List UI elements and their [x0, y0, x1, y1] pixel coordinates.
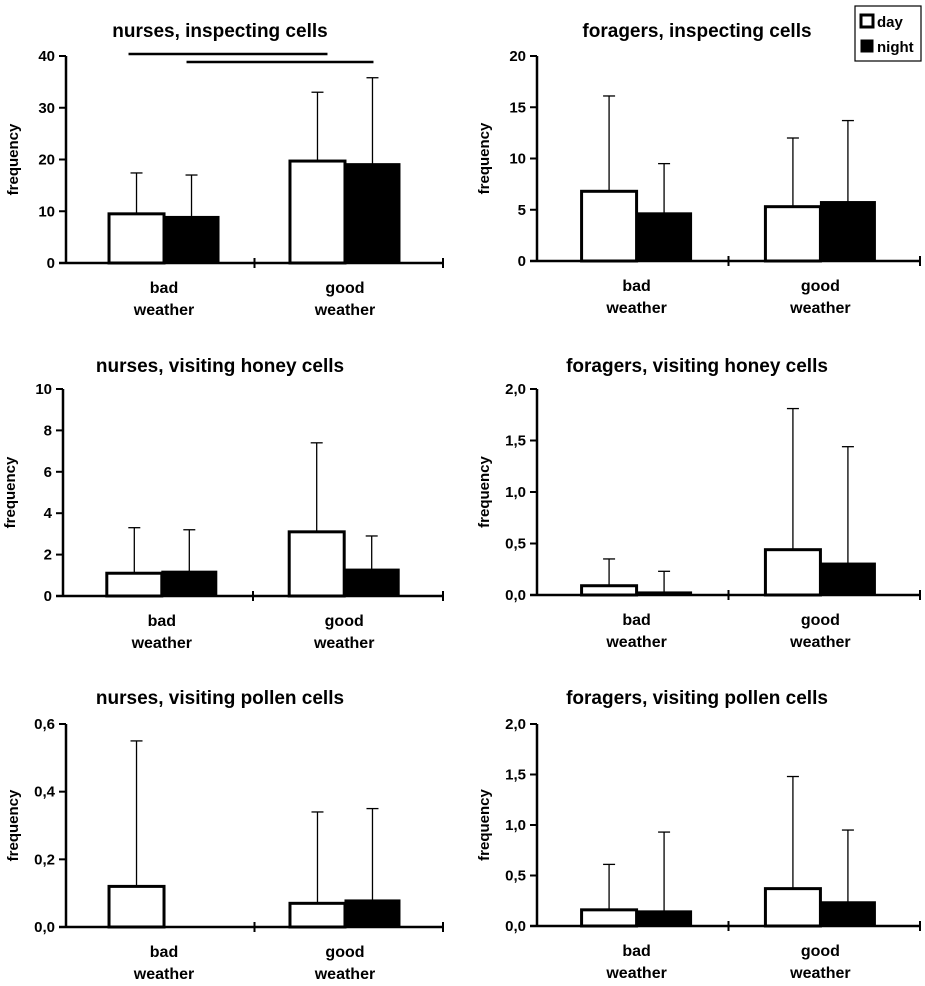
y-tick-label: 15 — [509, 99, 526, 116]
x-category-label: bad weather — [133, 944, 194, 983]
x-category-label: bad weather — [131, 613, 192, 652]
bar-day — [580, 584, 639, 597]
y-tick-label: 8 — [44, 422, 52, 439]
chart-panel: nurses, inspecting cells frequency 0 10 20 30… — [5, 21, 444, 319]
y-tick-label: 0,0 — [34, 919, 55, 936]
y-tick-label: 2,0 — [505, 716, 526, 733]
y-tick-label: 0,0 — [505, 918, 526, 935]
y-tick-label: 6 — [44, 464, 52, 481]
bar-day — [107, 884, 166, 929]
legend: day night — [854, 5, 922, 62]
y-tick-label: 0,5 — [505, 536, 526, 553]
bar-night — [161, 570, 218, 597]
chart-title: foragers, visiting honey cells — [566, 356, 828, 377]
y-tick-label: 20 — [38, 152, 55, 169]
chart-title: foragers, inspecting cells — [582, 21, 811, 42]
y-tick-label: 2,0 — [505, 381, 526, 398]
y-axis-label: frequency — [476, 122, 493, 194]
y-tick-label: 0 — [44, 588, 52, 605]
bar-day — [287, 530, 346, 598]
x-category-label: bad weather — [133, 280, 194, 319]
bar-night — [343, 568, 400, 597]
bar-day — [763, 548, 822, 597]
y-tick-label: 0,0 — [505, 587, 526, 604]
y-tick-label: 30 — [38, 100, 55, 117]
y-tick-label: 2 — [44, 547, 52, 564]
bar-day — [580, 189, 639, 263]
chart-title: foragers, visiting pollen cells — [566, 688, 828, 709]
y-tick-label: 0,2 — [34, 851, 55, 868]
bar-night — [819, 901, 876, 927]
bar-day — [580, 908, 639, 928]
x-category-label: bad weather — [605, 278, 666, 317]
y-tick-label: 5 — [518, 202, 526, 219]
bar-night — [163, 215, 220, 264]
bar-day — [288, 159, 347, 265]
y-tick-label: 0 — [518, 253, 526, 270]
bar-night — [344, 163, 401, 264]
x-category-label: bad weather — [605, 943, 666, 982]
x-category-label: good weather — [313, 613, 374, 652]
chart-panel: nurses, visiting pollen cells frequency 0,… — [5, 688, 444, 983]
bar-night — [636, 910, 693, 927]
y-tick-label: 1,5 — [505, 433, 526, 450]
y-axis-label: frequency — [2, 456, 19, 528]
y-tick-label: 0 — [47, 255, 55, 272]
legend-day-swatch — [859, 13, 875, 29]
x-category-label: good weather — [789, 943, 850, 982]
x-category-label: good weather — [314, 280, 375, 319]
chart-title: nurses, visiting honey cells — [96, 356, 344, 377]
y-tick-label: 10 — [38, 203, 55, 220]
bar-night — [636, 212, 693, 262]
y-axis-label: frequency — [5, 789, 22, 861]
bar-day — [105, 571, 164, 598]
chart-panel: foragers, visiting pollen cells frequency… — [476, 688, 921, 982]
chart-panels: nurses, inspecting cellsfrequency0102030… — [2, 21, 921, 983]
y-tick-label: 1,5 — [505, 767, 526, 784]
y-tick-label: 0,6 — [34, 716, 55, 733]
chart-panel: nurses, visiting honey cells frequency 0 2 4… — [2, 356, 444, 652]
legend-night-swatch — [860, 39, 874, 53]
legend-night-label: night — [877, 39, 914, 56]
y-tick-label: 0,5 — [505, 868, 526, 885]
chart-title: nurses, inspecting cells — [112, 21, 327, 42]
y-tick-label: 1,0 — [505, 484, 526, 501]
y-axis-label: frequency — [476, 789, 493, 861]
bar-night — [344, 899, 401, 928]
x-category-label: good weather — [314, 944, 375, 983]
x-category-label: bad weather — [605, 612, 666, 651]
x-category-label: good weather — [789, 612, 850, 651]
bar-day — [763, 205, 822, 263]
y-tick-label: 1,0 — [505, 817, 526, 834]
chart-title: nurses, visiting pollen cells — [96, 688, 344, 709]
bar-night — [819, 201, 876, 262]
bar-day — [288, 901, 347, 929]
x-category-label: good weather — [789, 278, 850, 317]
bar-night — [636, 591, 693, 596]
bar-day — [763, 887, 822, 928]
y-tick-label: 10 — [35, 381, 52, 398]
y-tick-label: 10 — [509, 151, 526, 168]
y-tick-label: 0,4 — [34, 784, 56, 801]
y-tick-label: 20 — [509, 48, 526, 65]
y-tick-label: 40 — [38, 48, 55, 65]
bar-day — [107, 212, 166, 265]
chart-panel: foragers, visiting honey cells frequency 0… — [476, 356, 921, 651]
y-axis-label: frequency — [5, 123, 22, 195]
bar-night — [819, 562, 876, 596]
y-tick-label: 4 — [44, 505, 53, 522]
legend-day-label: day — [877, 14, 904, 31]
y-axis-label: frequency — [476, 456, 493, 528]
chart-panel: foragers, inspecting cells frequency 0 5 10 1… — [476, 21, 921, 317]
